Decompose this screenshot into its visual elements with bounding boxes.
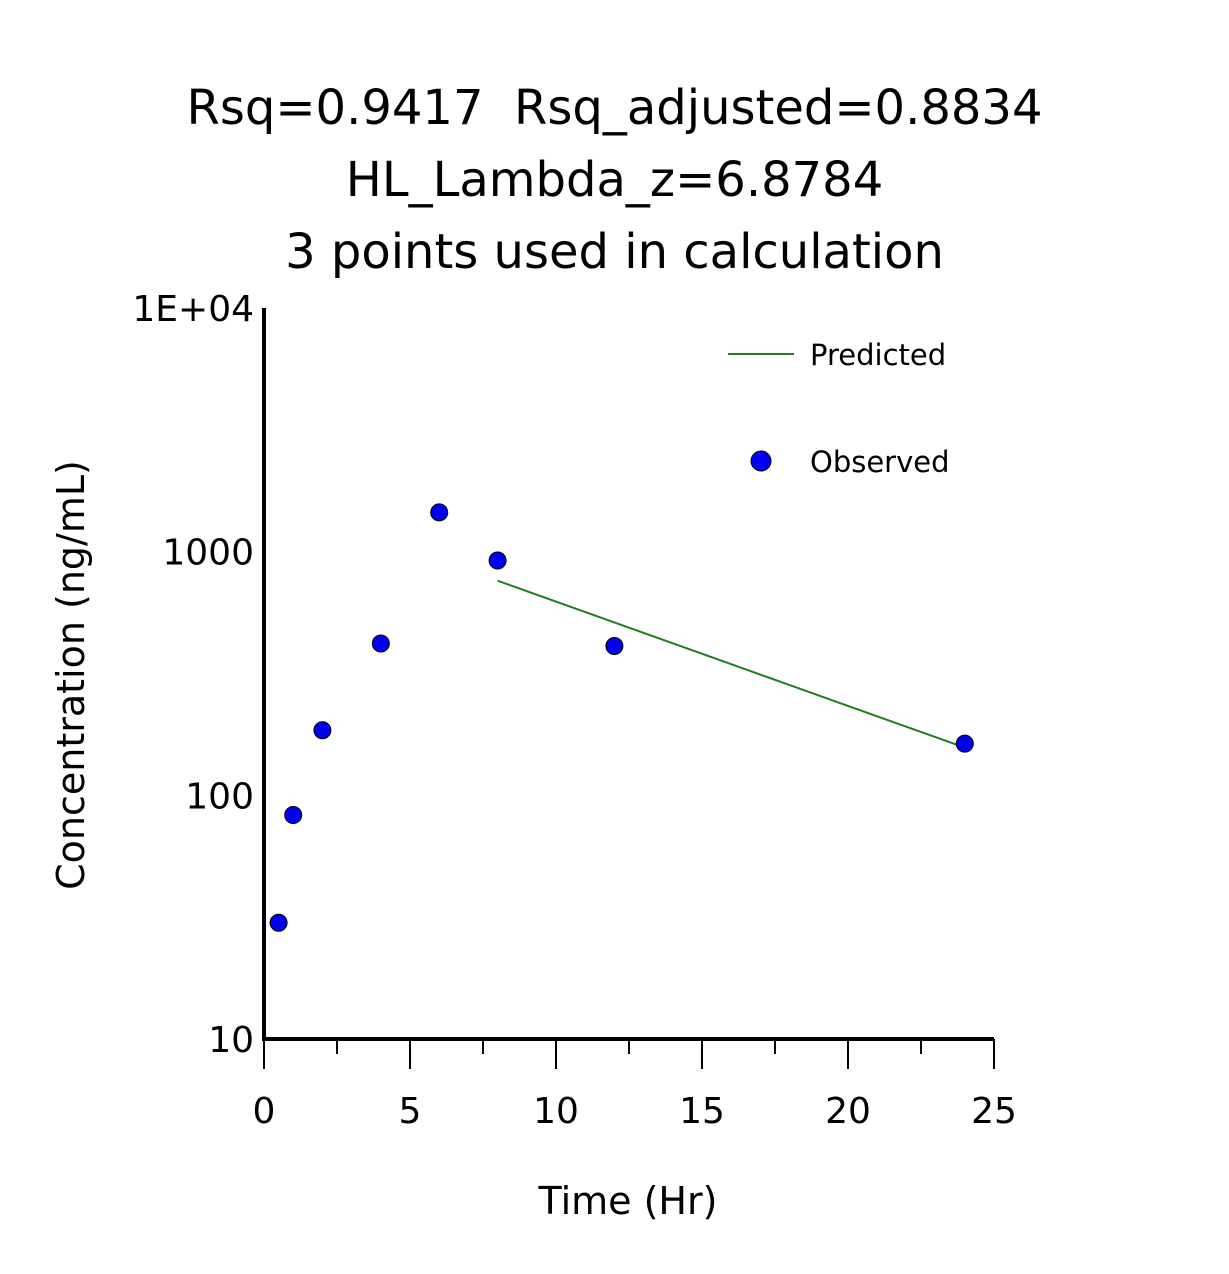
observed-point [269,913,288,932]
chart-title-line-3: 3 points used in calculation [285,224,944,280]
x-tick-label: 0 [253,1091,276,1132]
predicted-line [497,579,966,749]
y-axis-title: Concentration (ng/mL) [49,460,93,890]
legend-predicted-label: Predicted [810,338,946,372]
observed-point [313,721,332,740]
x-tick-label: 15 [679,1091,725,1132]
x-tick-label: 20 [825,1091,871,1132]
legend-observed-label: Observed [810,445,950,479]
observed-point [284,806,303,825]
observed-point [488,551,507,570]
x-tick-label: 10 [533,1091,579,1132]
chart-title-line-1: Rsq=0.9417 Rsq_adjusted=0.8834 [186,80,1043,136]
observed-point [371,634,390,653]
y-tick-label: 100 [185,776,254,817]
y-tick-label: 1000 [162,533,254,574]
observed-point [955,734,974,753]
y-tick-label: 10 [208,1020,254,1061]
chart-title: Rsq=0.9417 Rsq_adjusted=0.8834 HL_Lambda… [0,72,1229,288]
observed-point [605,637,624,656]
x-tick-label: 25 [971,1091,1017,1132]
legend: Predicted Observed [728,338,950,479]
y-axis-ticks: 10 100 1000 1E+04 [132,289,254,1061]
chart-title-line-2: HL_Lambda_z=6.8784 [345,152,884,208]
data-series [269,503,974,932]
x-tick-label: 5 [399,1091,422,1132]
y-tick-label: 1E+04 [132,289,254,330]
axes [262,308,994,1041]
legend-observed-marker [750,450,772,472]
x-axis-ticks: 0 5 10 15 20 25 [253,1039,1017,1132]
observed-point [430,503,449,522]
x-axis-title: Time (Hr) [538,1179,718,1223]
